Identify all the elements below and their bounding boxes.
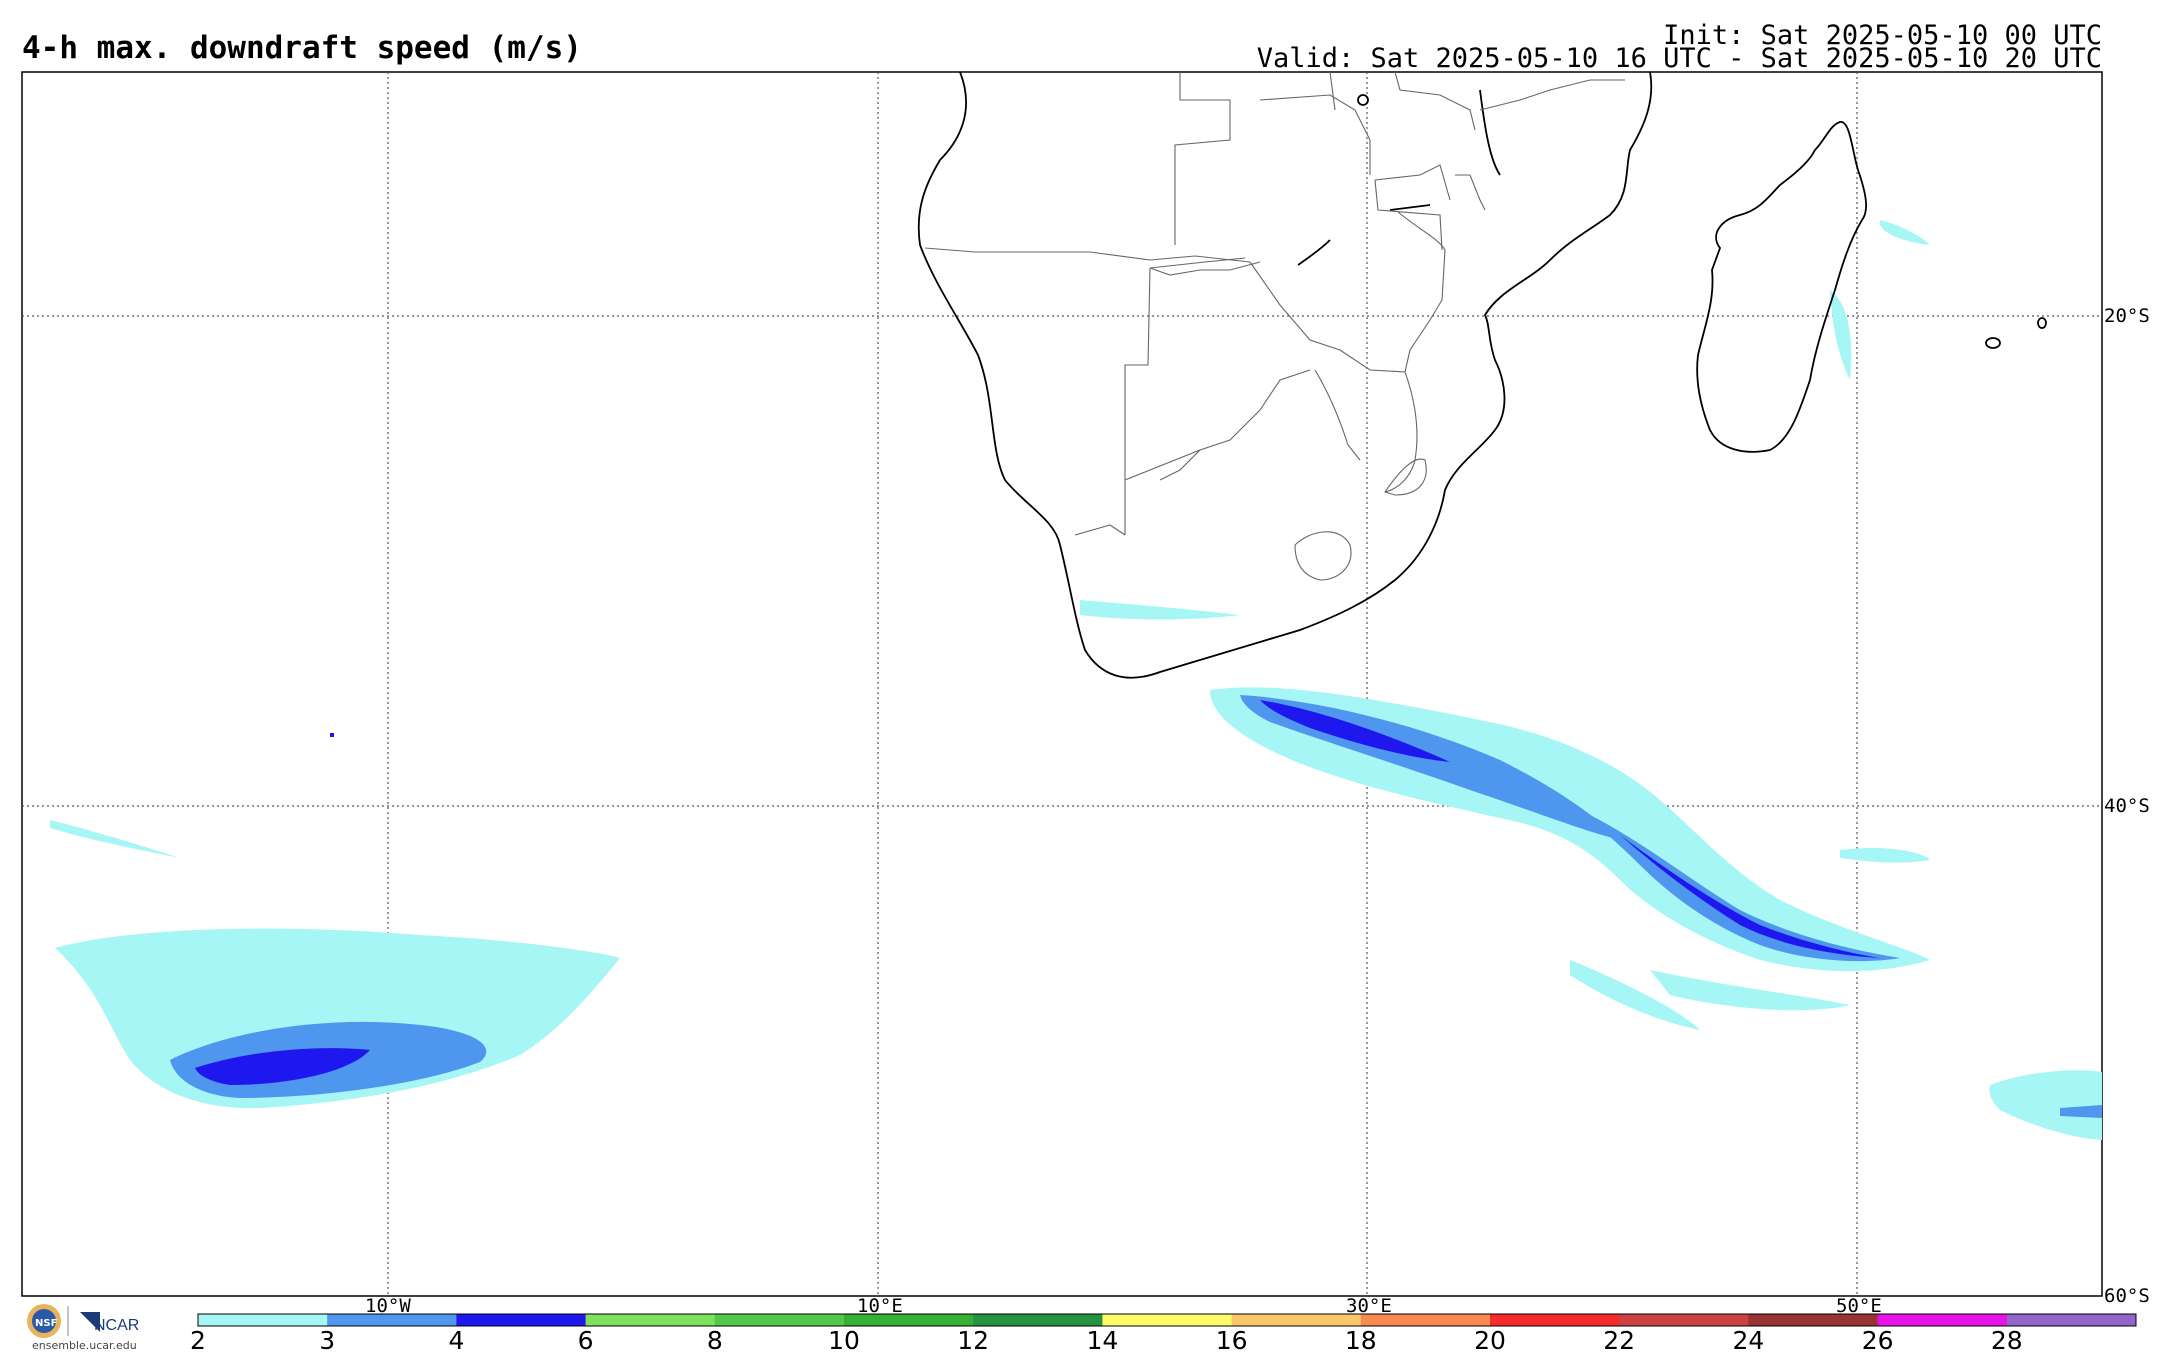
lake-island: [1357, 94, 1369, 106]
coastlines: [917, 71, 2047, 679]
colorbar-tick-label: 3: [319, 1326, 336, 1355]
plot-frame: [21, 71, 2103, 1297]
colorbar-swatch: [327, 1314, 457, 1326]
valid-time: Valid: Sat 2025-05-10 16 UTC - Sat 2025-…: [1256, 43, 2102, 74]
lon-axis-labels: 10°W 10°E 30°E 50°E: [365, 1295, 1882, 1317]
colorbar-tick-label: 18: [1344, 1326, 1377, 1355]
lake-malawi: [1479, 89, 1501, 176]
colorbar-swatch: [1231, 1314, 1362, 1326]
ncar-icon: [80, 1312, 100, 1332]
nsf-text: NSF: [35, 1318, 57, 1329]
colorbar-tick-label: 28: [1990, 1326, 2023, 1355]
lake-kariba: [1297, 204, 1431, 266]
colorbar-tick-label: 4: [448, 1326, 465, 1355]
colorbar-swatch: [456, 1314, 587, 1326]
colorbar-swatch: [1360, 1314, 1491, 1326]
lat-label-60s: 60°S: [2104, 1285, 2150, 1307]
ncar-text: NCAR: [94, 1317, 139, 1334]
init-time: Init: Sat 2025-05-10 00 UTC: [1663, 20, 2102, 51]
reunion: [2037, 317, 2047, 329]
colorbar-swatch: [1102, 1314, 1233, 1326]
lon-label-50e: 50°E: [1836, 1295, 1882, 1317]
colorbar-tick-label: 10: [828, 1326, 860, 1355]
colorbar-tick-label: 14: [1086, 1326, 1119, 1355]
africa-coast: [917, 71, 1653, 679]
lon-label-10w: 10°W: [365, 1295, 411, 1317]
colorbar-tick-label: 6: [577, 1326, 594, 1355]
lon-label-10e: 10°E: [857, 1295, 903, 1317]
colorbar-tick-label: 20: [1474, 1326, 1506, 1355]
colorbar-swatch: [1877, 1314, 2008, 1326]
map-title: 4-h max. downdraft speed (m/s): [22, 30, 582, 66]
colorbar: [197, 1313, 2137, 1327]
colorbar-tick-label: 8: [706, 1326, 723, 1355]
lat-axis-labels: 20°S 40°S 60°S: [2104, 305, 2150, 1307]
lon-label-30e: 30°E: [1346, 1295, 1392, 1317]
colorbar-tick-label: 26: [1861, 1326, 1894, 1355]
mauritius: [1985, 337, 2001, 349]
country-borders: [924, 71, 1625, 581]
colorbar-swatch: [844, 1314, 974, 1326]
colorbar-swatch: [973, 1314, 1103, 1326]
colorbar-tick-label: 12: [957, 1326, 990, 1355]
lat-label-20s: 20°S: [2104, 305, 2150, 327]
colorbar-swatch: [2006, 1314, 2137, 1326]
colorbar-swatch: [198, 1314, 328, 1326]
colorbar-tick-label: 22: [1603, 1326, 1636, 1355]
colorbar-tick-label: 24: [1732, 1326, 1765, 1355]
colorbar-swatch: [585, 1314, 716, 1326]
madagascar-coast: [1696, 121, 1867, 453]
site-url: ensemble.ucar.edu: [32, 1339, 137, 1352]
downdraft-field-atlantic: [50, 733, 620, 1109]
colorbar-swatch: [1748, 1314, 1879, 1326]
colorbar-swatch: [1619, 1314, 1749, 1326]
nsf-ncar-logo: NSF NCAR: [27, 1304, 139, 1338]
colorbar-swatch: [714, 1314, 845, 1326]
colorbar-swatch: [1490, 1314, 1620, 1326]
colorbar-tick-label: 2: [190, 1326, 206, 1355]
lat-label-40s: 40°S: [2104, 795, 2150, 817]
downdraft-field-southern-ocean: [1080, 220, 2102, 1140]
colorbar-tick-label: 16: [1215, 1326, 1248, 1355]
